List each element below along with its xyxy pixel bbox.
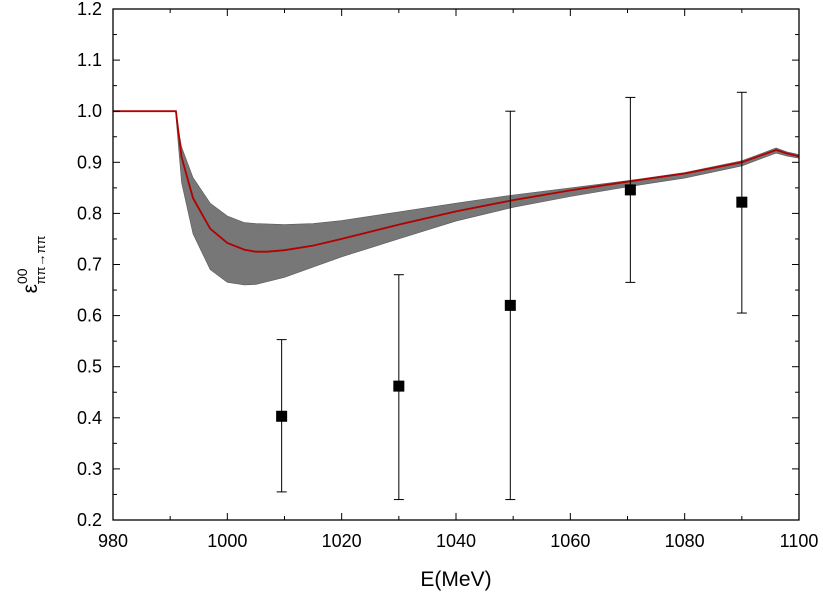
data-point bbox=[504, 299, 516, 311]
y-axis-label-superscript: 00 bbox=[14, 268, 30, 284]
x-tick-label: 1040 bbox=[436, 531, 476, 551]
x-tick-label: 1020 bbox=[322, 531, 362, 551]
x-tick-label: 1000 bbox=[207, 531, 247, 551]
central-curve bbox=[113, 110, 800, 253]
data-points-layer bbox=[276, 91, 748, 501]
x-axis-label: E(MeV) bbox=[420, 568, 491, 591]
y-axis-label-subscript: ππ→ππ bbox=[33, 236, 48, 285]
y-tick-label: 1.0 bbox=[77, 101, 102, 121]
central-curve-layer bbox=[113, 110, 800, 253]
y-tick-label: 0.6 bbox=[77, 306, 102, 326]
y-tick-label: 0.9 bbox=[77, 152, 102, 172]
data-point bbox=[276, 410, 288, 422]
y-tick-label: 0.5 bbox=[77, 357, 102, 377]
uncertainty-band bbox=[175, 116, 800, 286]
x-tick-label: 1080 bbox=[665, 531, 705, 551]
y-tick-label: 0.3 bbox=[77, 459, 102, 479]
uncertainty-band-layer bbox=[175, 116, 800, 286]
y-tick-label: 1.1 bbox=[77, 50, 102, 70]
y-tick-label: 0.8 bbox=[77, 203, 102, 223]
y-axis-label: ε00 ππ→ππ bbox=[14, 236, 48, 294]
y-tick-label: 0.4 bbox=[77, 408, 102, 428]
y-tick-label: 0.7 bbox=[77, 255, 102, 275]
y-tick-label: 1.2 bbox=[77, 0, 102, 19]
data-point bbox=[393, 380, 405, 392]
y-axis-label-base: ε bbox=[19, 284, 42, 293]
axis-ticks-layer: 980 1000 1020 1040 1060 1080 1100 0.2 0.3 0.4 0.5 0… bbox=[77, 0, 818, 551]
x-tick-label: 1060 bbox=[550, 531, 590, 551]
x-tick-label: 1100 bbox=[780, 531, 819, 551]
data-point bbox=[624, 184, 636, 196]
y-tick-label: 0.2 bbox=[77, 510, 102, 530]
data-point bbox=[736, 196, 748, 208]
x-tick-label: 980 bbox=[98, 531, 128, 551]
